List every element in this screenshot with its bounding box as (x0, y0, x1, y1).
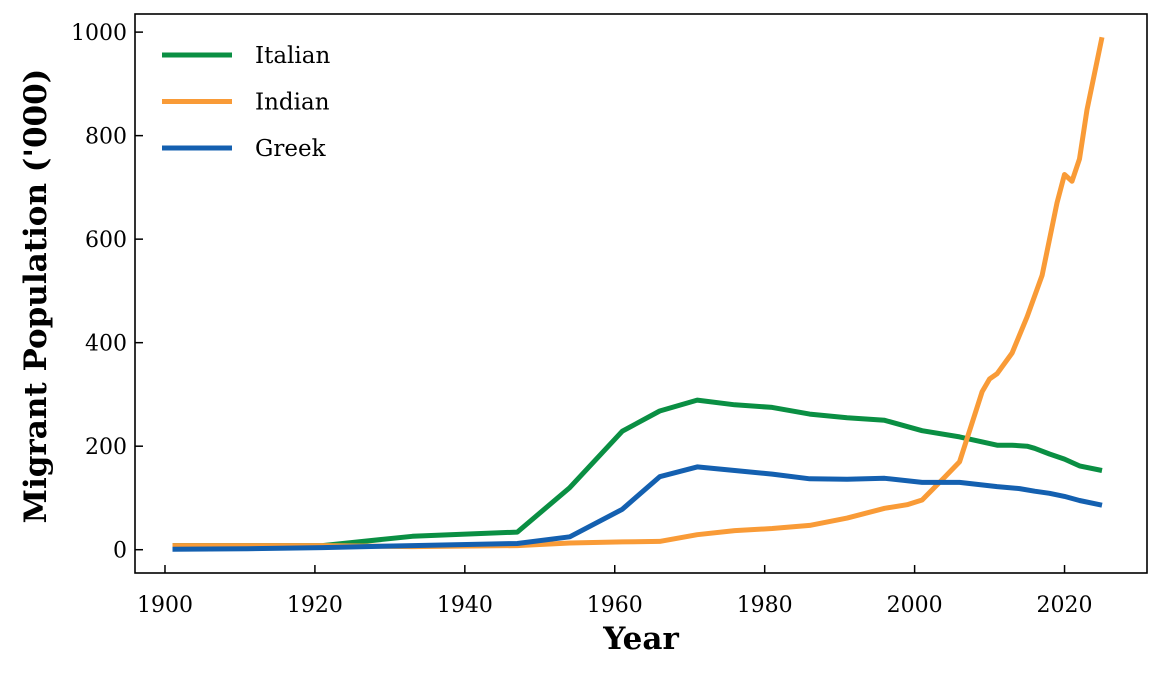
series-line-indian (172, 36, 1105, 550)
x-tick-label: 1920 (287, 593, 343, 618)
x-tick-label: 2020 (1037, 593, 1093, 618)
series-line-greek (172, 464, 1103, 552)
y-axis-title: Migrant Population ('000) (18, 69, 54, 524)
x-axis-title: Year (602, 621, 679, 657)
y-tick-label: 200 (85, 435, 127, 460)
legend-label-greek: Greek (255, 136, 327, 162)
y-tick-label: 800 (85, 125, 127, 150)
legend-label-italian: Italian (255, 43, 330, 69)
x-tick-label: 1940 (437, 593, 493, 618)
y-tick-label: 400 (85, 332, 127, 357)
legend: Italian Indian Greek (162, 43, 330, 162)
legend-label-indian: Indian (255, 90, 330, 116)
y-axis: 0 200 400 600 800 1000 (71, 21, 143, 564)
y-tick-label: 1000 (71, 21, 127, 46)
x-axis: 1900 1920 1940 1960 1980 2000 2020 (137, 565, 1093, 618)
x-tick-label: 2000 (887, 593, 943, 618)
x-tick-label: 1980 (737, 593, 793, 618)
x-tick-label: 1960 (587, 593, 643, 618)
y-tick-label: 0 (113, 539, 127, 564)
series-line-italian (172, 397, 1103, 549)
series-lines (172, 36, 1105, 552)
y-tick-label: 600 (85, 228, 127, 253)
plot-frame (134, 13, 1148, 574)
x-tick-label: 1900 (137, 593, 193, 618)
